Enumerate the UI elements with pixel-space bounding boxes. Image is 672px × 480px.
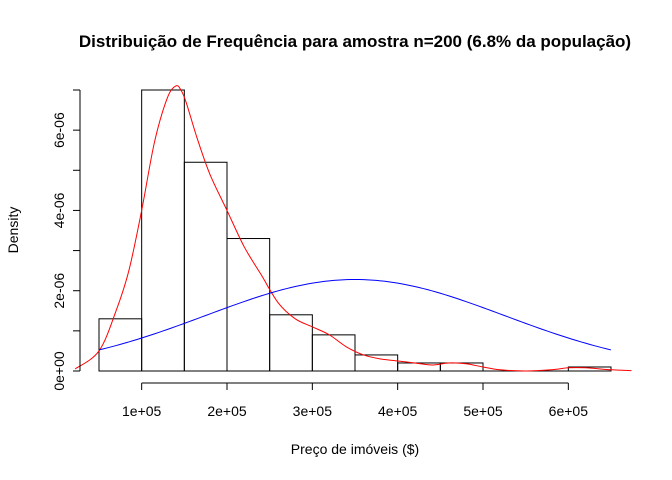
density-curves: [74, 85, 632, 372]
x-tick-label: 2e+05: [207, 403, 247, 419]
histogram-bar: [269, 314, 313, 372]
y-tick-label: 6e-06: [51, 112, 67, 148]
y-tick-label: 2e-06: [51, 273, 67, 309]
histogram-bar: [141, 89, 185, 372]
kernel-density-line: [74, 85, 632, 372]
histogram-bar: [183, 161, 228, 372]
x-tick-label: 6e+05: [549, 403, 589, 419]
y-axis: 0e+00 2e-06 4e-06 6e-06: [51, 89, 81, 391]
x-tick-label: 3e+05: [293, 403, 333, 419]
histogram-bars: [98, 89, 612, 372]
normal-density-line: [98, 278, 612, 351]
y-axis-label: Density: [5, 207, 21, 254]
histogram-bar: [397, 362, 441, 372]
x-axis-label: Preço de imóveis ($): [291, 441, 419, 457]
y-tick-label: 4e-06: [51, 192, 67, 228]
x-tick-label: 4e+05: [378, 403, 418, 419]
histogram-bar: [439, 362, 484, 372]
x-axis: 1e+05 2e+05 3e+05 4e+05 5e+05 6e+05: [122, 382, 589, 419]
histogram-bar: [567, 366, 612, 372]
histogram-bar: [98, 318, 143, 372]
y-tick-label: 0e+00: [51, 351, 67, 391]
chart-title: Distribuição de Frequência para amostra …: [79, 32, 631, 51]
x-tick-label: 1e+05: [122, 403, 162, 419]
histogram-bar: [311, 334, 356, 372]
histogram-bar: [354, 354, 399, 372]
x-tick-label: 5e+05: [463, 403, 503, 419]
histogram-bar: [226, 238, 271, 372]
